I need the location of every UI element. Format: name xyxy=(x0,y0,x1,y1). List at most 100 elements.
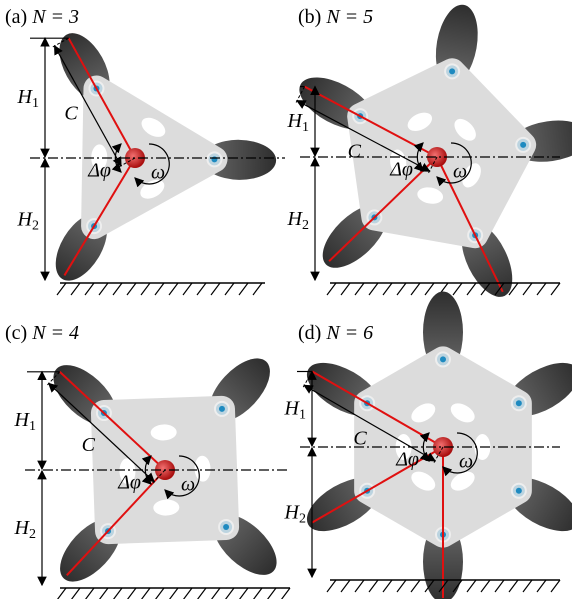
ground-hatch xyxy=(397,283,406,295)
panel-n: N = 5 xyxy=(325,6,373,28)
ground-hatch xyxy=(355,580,364,592)
ground-hatch xyxy=(141,283,150,295)
ground-hatch xyxy=(523,283,532,295)
omega-label: ω xyxy=(453,161,467,183)
ground-hatch xyxy=(383,580,392,592)
h2-sub: 2 xyxy=(29,527,36,542)
h1-label: H1 xyxy=(17,86,39,112)
ground-hatch xyxy=(369,580,378,592)
frame-body xyxy=(94,89,214,227)
joint-pin xyxy=(219,406,225,412)
h1-letter: H xyxy=(14,408,31,430)
ground-hatch xyxy=(453,283,462,295)
ground-hatch xyxy=(169,283,178,295)
h1-letter: H xyxy=(287,109,304,131)
ground-hatch xyxy=(537,580,546,592)
ground-hatch xyxy=(411,283,420,295)
ground-hatch xyxy=(225,283,234,295)
ground-hatch xyxy=(523,580,532,592)
ground-hatch xyxy=(551,580,560,592)
ground-hatch xyxy=(327,580,336,592)
h2-letter: H xyxy=(287,208,304,230)
joint-pin xyxy=(516,488,522,494)
omega-label: ω xyxy=(459,451,473,473)
ground-hatch xyxy=(71,283,80,295)
ground-hatch xyxy=(99,588,108,599)
ground-hatch xyxy=(225,588,234,599)
ground-hatch xyxy=(113,283,122,295)
ground-hatch xyxy=(281,588,290,599)
ground-hatch xyxy=(253,283,262,295)
ground-hatch xyxy=(425,283,434,295)
ground-hatch xyxy=(341,580,350,592)
ground-hatch xyxy=(495,580,504,592)
h1-sub: 1 xyxy=(32,96,39,111)
h2-label: H2 xyxy=(17,208,39,234)
h1-sub: 1 xyxy=(299,407,306,422)
c-label: C xyxy=(64,103,78,125)
ground-hatch xyxy=(369,283,378,295)
panel-label: (c)N = 4 xyxy=(5,322,79,344)
ground-hatch xyxy=(113,588,122,599)
panel: (b)N = 5CH1H2Δφω xyxy=(287,1,572,304)
h1-label: H1 xyxy=(14,408,36,434)
ground-hatch xyxy=(197,588,206,599)
panel-letter: (c) xyxy=(5,322,27,344)
c-label: C xyxy=(348,140,362,162)
ground-hatch xyxy=(509,580,518,592)
ground-hatch xyxy=(85,283,94,295)
ground-hatch xyxy=(155,588,164,599)
ground-hatch xyxy=(355,283,364,295)
panel-n: N = 6 xyxy=(325,322,373,344)
figure: (a)N = 3CH1H2Δφω(b)N = 5CH1H2Δφω(c)N = 4… xyxy=(0,0,572,599)
ground-hatch xyxy=(183,283,192,295)
ground-hatch xyxy=(57,283,66,295)
dphi-label: Δφ xyxy=(395,449,419,471)
ground-hatch xyxy=(211,283,220,295)
ground-hatch xyxy=(183,588,192,599)
ground-hatch xyxy=(537,283,546,295)
ground-hatch xyxy=(239,588,248,599)
h1-label: H1 xyxy=(284,397,306,423)
ground-hatch xyxy=(141,588,150,599)
panel-letter: (d) xyxy=(298,322,321,344)
h2-label: H2 xyxy=(284,501,306,527)
joint-pin xyxy=(223,524,229,530)
panel-label: (b)N = 5 xyxy=(298,6,373,28)
omega-label: ω xyxy=(151,162,165,184)
ground-hatch xyxy=(481,580,490,592)
panel-n: N = 4 xyxy=(31,322,79,344)
ground-hatch xyxy=(327,283,336,295)
h1-letter: H xyxy=(284,397,301,419)
ground-hatch xyxy=(383,283,392,295)
c-label: C xyxy=(353,427,367,449)
h1-letter: H xyxy=(17,86,34,108)
joint-pin xyxy=(516,400,522,406)
ground-hatch xyxy=(99,283,108,295)
panel-n: N = 3 xyxy=(31,6,79,28)
ground-hatch xyxy=(239,283,248,295)
h2-sub: 2 xyxy=(32,219,39,234)
panel-label: (d)N = 6 xyxy=(298,322,373,344)
ground-hatch xyxy=(253,588,262,599)
ground-hatch xyxy=(267,588,276,599)
ground-hatch xyxy=(551,283,560,295)
joint-pin xyxy=(449,68,455,74)
ground-hatch xyxy=(85,588,94,599)
ground-hatch xyxy=(467,580,476,592)
dphi-label: Δφ xyxy=(117,472,141,494)
panel-letter: (a) xyxy=(5,6,27,28)
h2-sub: 2 xyxy=(299,512,306,527)
joint-pin xyxy=(440,356,446,362)
h2-letter: H xyxy=(14,517,31,539)
h1-sub: 1 xyxy=(29,419,36,434)
ground-hatch xyxy=(127,283,136,295)
c-label: C xyxy=(82,434,96,456)
h1-sub: 1 xyxy=(302,120,309,135)
ground-hatch xyxy=(467,283,476,295)
dphi-label: Δφ xyxy=(389,159,413,181)
h1-label: H1 xyxy=(287,109,309,135)
